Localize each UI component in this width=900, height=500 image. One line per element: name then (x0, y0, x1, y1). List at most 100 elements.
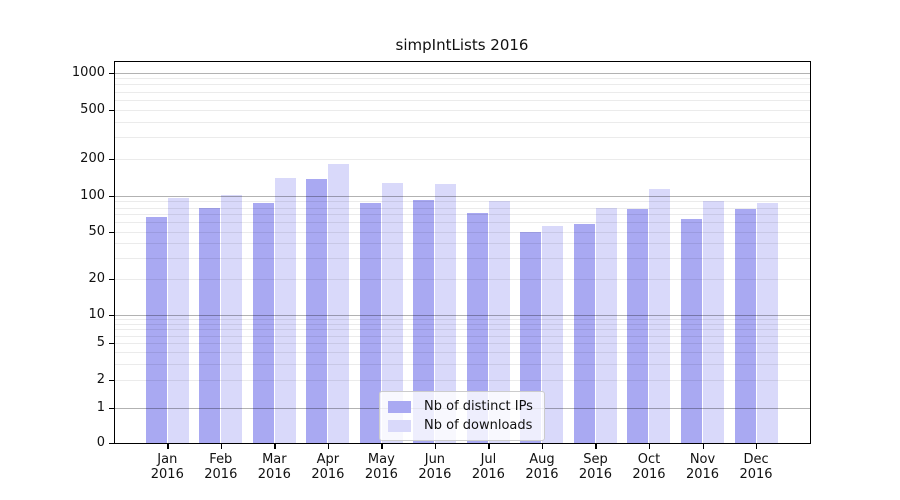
bar-downloads-may (381, 183, 403, 443)
gridline-minor (115, 335, 810, 337)
bar-downloads-feb (221, 195, 243, 443)
bar-distinct-ips-mar (252, 202, 274, 443)
x-tick-label-dec: Dec 2016 (739, 452, 773, 482)
y-tick-label-2: 2 (96, 372, 105, 387)
gridline-minor (115, 137, 810, 139)
bar-downloads-jun (435, 184, 457, 443)
legend: Nb of distinct IPs Nb of downloads (379, 391, 545, 441)
bar-distinct-ips-oct (627, 208, 649, 443)
bar-distinct-ips-jan (145, 217, 167, 443)
x-tick-mark (488, 444, 490, 449)
x-tick-mark (274, 444, 276, 449)
gridline-minor (115, 258, 810, 260)
gridline-minor (115, 201, 810, 203)
y-tick-mark (109, 231, 114, 234)
gridline-minor (115, 207, 810, 209)
y-tick-mark (109, 279, 114, 281)
gridline-minor (115, 319, 810, 321)
x-tick-mark (381, 444, 383, 449)
y-tick-mark (109, 196, 114, 198)
gridline-minor (115, 99, 810, 101)
gridline-minor (115, 231, 810, 233)
bar-downloads-mar (274, 177, 296, 443)
y-tick-label-5: 5 (96, 334, 105, 350)
bar-distinct-ips-dec (734, 208, 756, 443)
x-tick-label-sep: Sep 2016 (578, 452, 612, 482)
y-tick-label-20: 20 (88, 271, 105, 287)
x-tick-label-feb: Feb 2016 (204, 452, 238, 482)
x-tick-mark (541, 444, 544, 449)
gridline-minor (115, 380, 810, 381)
legend-label-downloads: Nb of downloads (424, 418, 533, 433)
x-tick-mark (702, 444, 704, 449)
gridline-minor (115, 352, 810, 353)
x-tick-label-aug: Aug 2016 (525, 452, 559, 482)
gridline-minor (115, 158, 810, 160)
bar-downloads-apr (328, 163, 350, 443)
legend-swatch-distinct-ips (388, 400, 411, 413)
x-tick-mark (595, 444, 597, 449)
plot-area: 0 1 2 5 10 20 50 100 200 500 1000 Jan 2016 Feb 2016 Mar… (72, 61, 811, 482)
gridline-minor (115, 279, 810, 281)
gridline-major (115, 315, 810, 316)
x-tick-mark (220, 444, 223, 449)
bar-downloads-aug (542, 225, 564, 443)
chart-title: simpIntLists 2016 (395, 36, 529, 54)
gridline-minor (115, 121, 810, 123)
bar-distinct-ips-aug (520, 231, 542, 443)
x-tick-mark (434, 444, 437, 449)
legend-swatch-downloads (388, 419, 411, 432)
bar-downloads-jul (488, 201, 510, 443)
gridline-minor (115, 329, 810, 331)
gridline-minor (115, 324, 810, 325)
x-tick-label-jan: Jan 2016 (150, 452, 184, 482)
gridline-minor (115, 243, 810, 245)
bar-distinct-ips-jul (466, 212, 488, 443)
legend-row-distinct-ips: Nb of distinct IPs (388, 397, 536, 416)
y-tick-mark (109, 380, 114, 382)
bar-downloads-sep (595, 207, 617, 443)
y-tick-label-10: 10 (88, 307, 105, 322)
x-tick-label-nov: Nov 2016 (685, 452, 720, 482)
bar-downloads-oct (649, 189, 671, 443)
y-tick-mark (109, 342, 114, 345)
bar-distinct-ips-apr (306, 179, 328, 443)
gridline-major (115, 72, 810, 74)
gridline-major (115, 196, 810, 197)
bar-downloads-jan (167, 198, 189, 443)
y-tick-label-50: 50 (88, 223, 105, 239)
y-tick-mark (109, 158, 114, 161)
y-tick-label-500: 500 (80, 101, 105, 117)
bar-distinct-ips-jun (413, 199, 435, 443)
x-tick-mark (756, 444, 758, 449)
legend-row-downloads: Nb of downloads (388, 416, 536, 435)
y-tick-mark (109, 408, 114, 410)
bar-downloads-nov (703, 201, 724, 443)
bar-distinct-ips-sep (573, 224, 595, 443)
gridline-minor (115, 342, 810, 344)
gridline-minor (115, 91, 810, 93)
bar-distinct-ips-may (359, 202, 381, 443)
y-tick-mark (109, 443, 114, 445)
x-tick-mark (167, 444, 169, 449)
y-tick-mark (109, 315, 114, 317)
x-tick-mark (648, 444, 651, 449)
gridline-minor (115, 214, 810, 216)
bar-distinct-ips-nov (681, 219, 702, 443)
bar-distinct-ips-feb (199, 207, 221, 443)
x-tick-label-jun: Jun 2016 (418, 452, 452, 482)
y-tick-label-200: 200 (80, 150, 105, 166)
y-tick-label-0: 0 (96, 435, 105, 450)
y-tick-mark (109, 109, 114, 111)
x-tick-label-jul: Jul 2016 (471, 452, 505, 482)
legend-label-distinct-ips: Nb of distinct IPs (424, 399, 533, 414)
y-tick-label-1000: 1000 (71, 64, 105, 80)
x-tick-mark (327, 444, 330, 449)
gridline-minor (115, 109, 810, 111)
gridline-minor (115, 78, 810, 80)
gridline-minor (115, 84, 810, 86)
gridline-minor (115, 363, 810, 365)
y-tick-label-100: 100 (80, 188, 105, 203)
gridline-minor (115, 222, 810, 224)
